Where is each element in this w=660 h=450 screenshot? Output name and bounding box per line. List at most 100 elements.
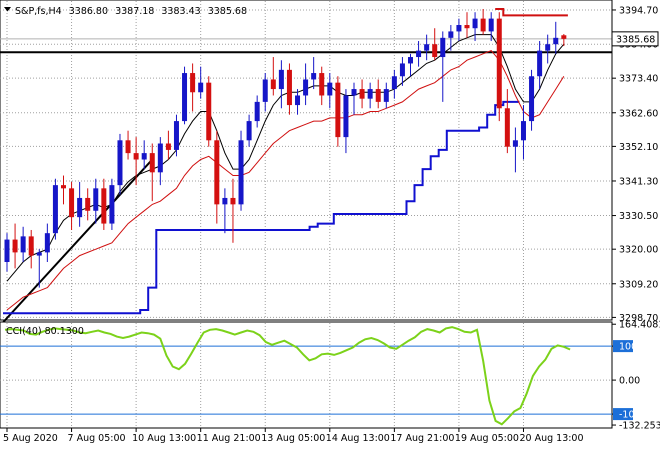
cci-tick-label: -100 xyxy=(619,410,641,421)
candle xyxy=(408,53,413,77)
candle xyxy=(383,82,389,109)
candle xyxy=(85,188,91,221)
candle-body xyxy=(375,89,381,102)
candle xyxy=(28,229,34,269)
candle xyxy=(553,21,559,54)
candle-body xyxy=(60,185,66,189)
time-axis: 5 Aug 2020 7 Aug 05:00 10 Aug 13:00 11 Aug … xyxy=(3,428,584,444)
candle-body xyxy=(278,69,284,90)
candle-body xyxy=(311,73,317,80)
candle-body xyxy=(117,140,123,186)
ohlc-low: 3383.43 xyxy=(161,6,200,17)
candle-body xyxy=(295,95,301,106)
cci-level-box xyxy=(613,340,633,353)
candle-body xyxy=(28,236,34,256)
candle-body xyxy=(125,140,131,154)
candle-body xyxy=(238,140,244,205)
y-tick-label: 3394.70 xyxy=(619,5,658,16)
candle-body xyxy=(149,153,155,173)
candle xyxy=(133,137,139,186)
candle-body xyxy=(20,236,26,253)
candle xyxy=(448,25,454,51)
candle-body xyxy=(230,197,236,205)
candle xyxy=(537,41,543,90)
candle xyxy=(367,82,373,109)
candle-body xyxy=(85,197,91,211)
candle xyxy=(529,69,535,131)
candle-body xyxy=(464,25,470,29)
y-tick-label: 3330.50 xyxy=(619,211,658,222)
cci-tick-label: 164.4081 xyxy=(619,320,660,331)
candle xyxy=(69,181,75,230)
candle xyxy=(327,73,333,109)
candle xyxy=(238,130,244,211)
y-tick-label: 3320.00 xyxy=(619,245,658,256)
candle-body xyxy=(440,37,446,58)
cci-tick-label: -132.2535 xyxy=(619,421,660,432)
candle xyxy=(424,34,430,61)
y-tick-label: 3309.20 xyxy=(619,279,658,290)
candle xyxy=(335,76,341,147)
cci-pane: 164.4081 100 0.00 -100-132.2535 CCI(40) 80.… xyxy=(0,320,660,432)
candle xyxy=(286,63,292,115)
candle xyxy=(254,95,260,128)
chart-header: S&P,fs,H4 3386.80 3387.18 3383.43 3385.6… xyxy=(4,6,247,17)
candle-body xyxy=(262,79,268,102)
slow-ma-line xyxy=(6,50,565,311)
candle xyxy=(206,76,212,147)
candle xyxy=(36,249,42,288)
candle-body xyxy=(488,18,494,32)
candle-body xyxy=(44,233,50,253)
candle xyxy=(440,31,446,102)
candle-body xyxy=(335,82,341,138)
candle xyxy=(480,9,486,35)
candle xyxy=(391,69,397,99)
y-tick-label: 3341.30 xyxy=(619,176,658,187)
y-tick-label: 3362.60 xyxy=(619,108,658,119)
candle-body xyxy=(214,140,220,205)
candle xyxy=(165,130,171,160)
candle xyxy=(520,105,526,160)
candle-body xyxy=(109,185,115,224)
candle xyxy=(303,63,309,106)
cci-grid xyxy=(6,323,524,427)
candle xyxy=(12,223,18,269)
candle-body xyxy=(141,153,147,160)
x-tick-label: 11 Aug 21:00 xyxy=(197,433,261,444)
candle-body xyxy=(456,25,462,32)
x-tick-label: 5 Aug 2020 xyxy=(3,433,58,444)
candle-body xyxy=(77,197,83,218)
y-tick-label: 3352.10 xyxy=(619,142,658,153)
candle-body xyxy=(157,143,163,173)
price-pane: 3394.703384.003373.403362.603352.103341.… xyxy=(0,0,659,328)
x-tick-label: 13 Aug 05:00 xyxy=(261,433,325,444)
dropdown-triangle-icon[interactable] xyxy=(4,7,11,12)
channel-high-line xyxy=(495,8,568,17)
candle xyxy=(246,114,252,147)
candle-body xyxy=(408,57,413,64)
candle-body xyxy=(512,140,518,147)
candle-body xyxy=(173,121,179,150)
current-price-label: 3385.68 xyxy=(616,34,655,45)
candle-body xyxy=(343,95,349,138)
current-price-box xyxy=(611,31,659,47)
candle xyxy=(262,73,268,112)
candle xyxy=(173,114,179,157)
candle xyxy=(561,34,567,47)
candle xyxy=(93,178,99,224)
y-tick-label: 3298.70 xyxy=(619,313,658,324)
candle-body xyxy=(133,153,139,160)
trendline xyxy=(0,158,153,328)
symbol-text: S&P,fs,H4 xyxy=(15,6,62,17)
candle-body xyxy=(416,50,422,58)
candle xyxy=(190,63,196,112)
x-tick-label: 17 Aug 21:00 xyxy=(390,433,454,444)
candle xyxy=(149,143,155,202)
candle xyxy=(141,140,147,170)
candle-body xyxy=(367,89,373,99)
candle xyxy=(456,18,462,42)
candle-body xyxy=(537,50,543,77)
candle-body xyxy=(286,69,292,106)
candle xyxy=(182,66,188,125)
